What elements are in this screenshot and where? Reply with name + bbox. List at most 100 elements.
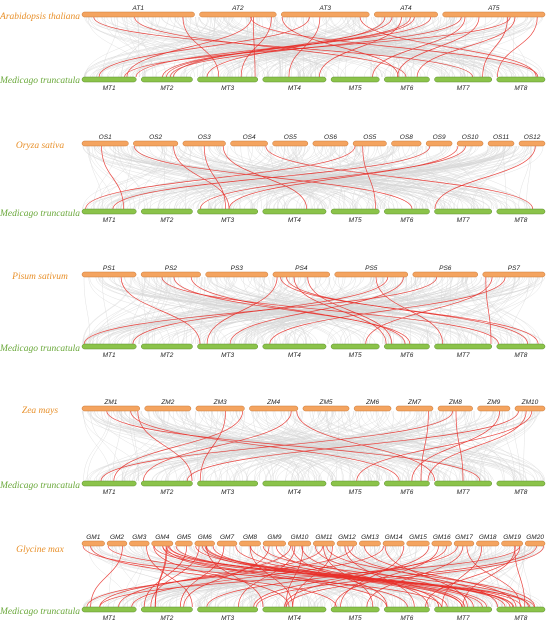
background-link	[165, 410, 335, 482]
top-chromosome-label: AT4	[399, 5, 412, 12]
bottom-chromosome-bar	[262, 343, 327, 350]
background-link	[251, 145, 445, 210]
background-link	[185, 276, 202, 345]
background-link	[156, 545, 317, 608]
background-link	[125, 410, 380, 482]
bottom-chromosome-label: MT1	[103, 85, 116, 92]
background-link	[87, 145, 113, 210]
highlight-link	[366, 545, 464, 608]
background-link	[81, 410, 297, 482]
background-link	[131, 410, 241, 482]
highlight-link	[238, 545, 296, 608]
bottom-species-label: Medicago truncatula	[0, 209, 80, 219]
background-link	[147, 276, 163, 345]
background-link	[290, 410, 524, 482]
background-link	[120, 145, 339, 210]
bottom-chromosome-bar	[496, 208, 546, 215]
background-link	[413, 276, 523, 345]
background-link	[96, 16, 288, 78]
top-chromosome-label: GM2	[110, 534, 124, 541]
highlight-link	[182, 16, 220, 78]
top-chromosome-label: AT3	[319, 5, 332, 12]
background-link	[340, 545, 532, 608]
bottom-chromosome-label: MT6	[400, 85, 413, 92]
background-link	[233, 410, 503, 482]
highlight-link	[101, 145, 124, 210]
background-link	[292, 410, 467, 482]
background-link	[86, 410, 112, 482]
background-link	[192, 276, 419, 345]
background-link	[510, 276, 530, 345]
background-link	[151, 410, 495, 482]
background-link	[443, 545, 448, 608]
background-link	[346, 16, 404, 78]
background-link	[502, 410, 516, 482]
highlight-link	[126, 16, 252, 78]
background-link	[95, 410, 238, 482]
background-link	[82, 410, 144, 482]
top-chromosome-label: PS2	[165, 265, 178, 272]
background-link	[271, 145, 506, 210]
background-link	[131, 276, 265, 345]
background-link	[134, 276, 488, 345]
background-link	[85, 16, 242, 78]
bottom-chromosome-label: MT5	[349, 352, 362, 359]
top-chromosome-label: AT2	[231, 5, 244, 12]
background-link	[465, 410, 527, 482]
background-link	[116, 145, 398, 210]
background-link	[283, 545, 318, 608]
bottom-chromosome-bar	[434, 606, 493, 613]
bottom-chromosome-bar	[330, 480, 380, 487]
background-link	[369, 276, 435, 345]
top-chromosome-bar	[239, 540, 261, 547]
background-link	[420, 410, 473, 482]
highlight-link	[179, 545, 225, 608]
background-link	[89, 276, 228, 345]
background-link	[196, 145, 392, 210]
highlight-link	[344, 545, 415, 608]
highlight-link	[90, 545, 123, 608]
highlight-link	[199, 145, 466, 210]
top-chromosome-bar	[216, 540, 238, 547]
bottom-chromosome-bar	[384, 343, 430, 350]
background-link	[226, 16, 504, 78]
background-link	[82, 276, 132, 345]
bottom-chromosome-label: MT2	[160, 615, 173, 621]
bottom-chromosome-label: MT1	[103, 217, 116, 224]
bottom-chromosome-bar	[141, 76, 193, 83]
background-link	[96, 276, 146, 345]
top-chromosome-label: GM20	[526, 534, 544, 541]
background-link	[104, 145, 242, 210]
highlight-link	[199, 410, 226, 482]
background-link	[242, 276, 289, 345]
background-link	[110, 145, 382, 210]
bottom-chromosome-label: MT3	[221, 352, 234, 359]
highlight-link	[173, 16, 393, 78]
background-link	[93, 145, 117, 210]
background-link	[473, 410, 505, 482]
background-link	[118, 16, 389, 78]
top-chromosome-bar	[262, 540, 286, 547]
top-chromosome-bar	[140, 271, 201, 278]
background-link	[230, 145, 478, 210]
background-link	[217, 545, 519, 608]
highlight-link	[288, 16, 321, 78]
background-link	[97, 145, 511, 210]
top-chromosome-label: ZM9	[486, 399, 500, 406]
background-link	[464, 276, 502, 345]
top-chromosome-label: GM1	[86, 534, 100, 541]
background-link	[243, 145, 510, 210]
background-link	[156, 145, 484, 210]
top-chromosome-label: GM19	[503, 534, 521, 541]
highlight-link	[420, 410, 429, 482]
background-link	[342, 145, 498, 210]
background-link	[390, 16, 426, 78]
bottom-chromosome-bar	[197, 343, 259, 350]
bottom-chromosome-bar	[330, 343, 380, 350]
background-links	[82, 145, 544, 210]
background-link	[158, 145, 492, 210]
background-link	[175, 145, 347, 210]
bottom-chromosome-bar	[262, 208, 327, 215]
background-link	[133, 545, 146, 608]
background-link	[425, 145, 445, 210]
